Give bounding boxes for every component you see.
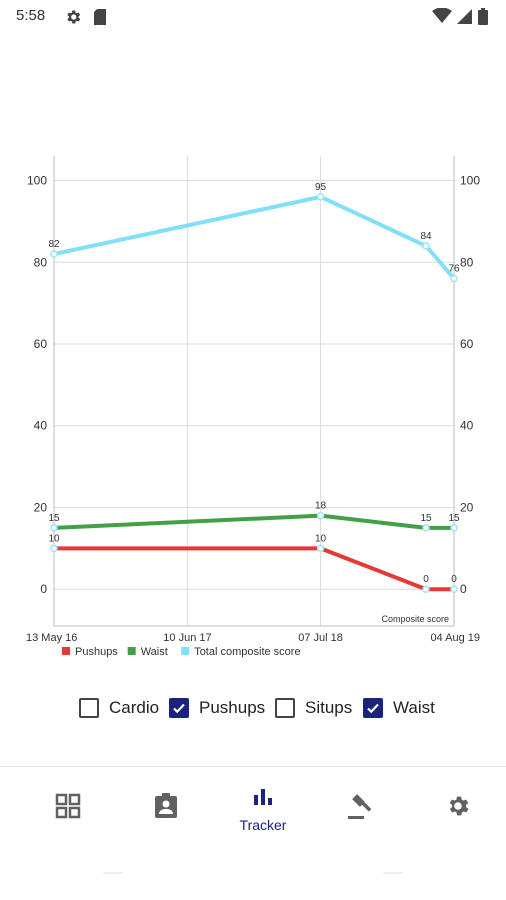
legend-swatch <box>181 647 190 655</box>
x-tick-label: 13 May 16 <box>26 632 77 644</box>
chart-legend: Pushups Waist Total composite score <box>62 646 301 658</box>
status-time: 5:58 <box>16 7 46 24</box>
legend-entry: Pushups <box>75 646 118 658</box>
nav-item-tracker[interactable]: Tracker <box>213 767 313 857</box>
data-point <box>50 544 58 553</box>
data-label: 82 <box>48 239 60 250</box>
gear-icon <box>67 10 81 24</box>
checkbox-box[interactable] <box>79 698 99 718</box>
checkbox-label: Cardio <box>109 698 160 717</box>
data-point <box>450 524 458 532</box>
data-label: 0 <box>423 574 429 585</box>
grid-icon <box>55 793 81 819</box>
data-label: 0 <box>451 574 457 585</box>
data-point <box>316 193 325 201</box>
checkbox-pushups[interactable]: Pushups <box>169 693 265 723</box>
data-label: 15 <box>448 513 460 524</box>
sd-card-icon <box>94 9 106 25</box>
battery-icon <box>478 8 488 25</box>
checkbox-label: Waist <box>393 698 435 717</box>
status-bar: 5:58 <box>0 0 506 32</box>
data-label: 10 <box>48 533 60 544</box>
filter-checkboxes: Cardio Pushups Situps Waist <box>0 693 506 723</box>
checkbox-label: Pushups <box>199 698 266 717</box>
y-tick-label-left: 20 <box>34 500 48 514</box>
data-point <box>316 511 325 520</box>
series-line-total-composite-score <box>53 194 456 280</box>
data-point <box>316 544 325 553</box>
x-tick-label: 07 Jul 18 <box>298 632 343 644</box>
legend-swatch <box>127 647 136 655</box>
checkbox-waist[interactable]: Waist <box>363 693 435 723</box>
y-tick-label-right: 60 <box>460 337 474 351</box>
chart-grid <box>53 156 455 626</box>
gesture-hint-left <box>103 872 123 874</box>
data-point <box>422 524 430 532</box>
gear-icon <box>449 796 469 816</box>
wifi-icon <box>432 8 452 23</box>
legend-swatch <box>62 647 70 655</box>
y-tick-label-left: 0 <box>40 582 47 596</box>
y-tick-label-right: 100 <box>460 174 480 188</box>
data-point <box>50 250 58 258</box>
legend-entry: Waist <box>141 646 168 658</box>
data-point <box>422 585 430 593</box>
checkbox-box[interactable] <box>363 698 383 718</box>
y-tick-label-left: 40 <box>34 419 48 433</box>
bottom-navigation: Tracker <box>0 767 506 857</box>
data-label: 10 <box>315 533 327 544</box>
y-tick-label-left: 100 <box>27 174 47 188</box>
gesture-hint-right <box>383 872 403 874</box>
nav-divider <box>0 766 506 767</box>
data-label: 76 <box>448 264 460 275</box>
x-tick-label: 04 Aug 19 <box>430 632 480 644</box>
nav-item-dashboard[interactable] <box>18 767 118 857</box>
checkbox-label: Situps <box>305 698 353 717</box>
data-label: 18 <box>315 501 327 512</box>
nav-item-settings[interactable] <box>408 767 506 857</box>
checkbox-box[interactable] <box>275 698 295 718</box>
data-label: 84 <box>420 231 432 242</box>
chart-series: 10 10 0 0 15 18 15 15 82 95 84 76 <box>48 182 460 593</box>
data-point <box>450 274 458 283</box>
checkbox-cardio[interactable]: Cardio <box>79 693 159 723</box>
nav-item-profile[interactable] <box>116 767 216 857</box>
nav-item-rules[interactable] <box>310 767 410 857</box>
checkbox-box[interactable] <box>169 698 189 718</box>
nav-label-tracker: Tracker <box>239 817 287 833</box>
legend-entry: Total composite score <box>194 646 300 658</box>
data-label: 15 <box>48 513 60 524</box>
data-label: 95 <box>315 182 327 193</box>
assignment-ind-icon <box>155 793 177 818</box>
data-point <box>450 585 458 593</box>
signal-icon <box>457 9 472 24</box>
y-tick-label-right: 40 <box>460 419 474 433</box>
y-tick-label-left: 80 <box>34 255 48 269</box>
series-line-pushups <box>54 546 454 592</box>
x-tick-label: 10 Jun 17 <box>163 632 211 644</box>
gavel-icon <box>348 794 372 819</box>
bar-chart-icon <box>254 789 272 805</box>
data-point <box>50 524 58 532</box>
y-tick-label-right: 0 <box>460 582 467 596</box>
y-tick-label-left: 60 <box>34 337 48 351</box>
data-point <box>422 242 430 250</box>
chart-annotation: Composite score <box>381 614 449 624</box>
data-label: 15 <box>420 513 432 524</box>
y-tick-label-right: 20 <box>460 500 474 514</box>
y-tick-label-right: 80 <box>460 255 474 269</box>
series-line-waist <box>53 513 454 530</box>
checkbox-situps[interactable]: Situps <box>275 693 352 723</box>
